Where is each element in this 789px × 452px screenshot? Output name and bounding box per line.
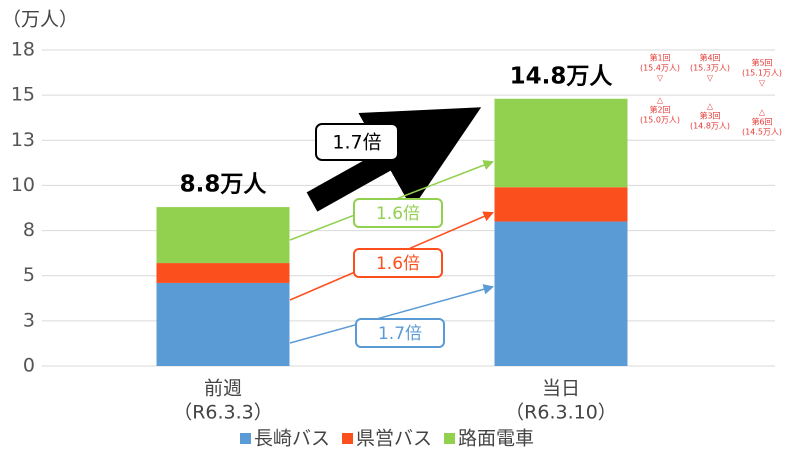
legend-swatch [444, 433, 456, 444]
note-text: (14.8万人) [690, 122, 730, 131]
note-text: 第4回 [699, 53, 720, 63]
note-text: 第5回 [751, 58, 772, 68]
note-text: (14.5万人) [742, 128, 782, 137]
legend-label: 路面電車 [458, 428, 534, 450]
y-axis-label: （万人） [2, 9, 78, 31]
ratio-label: 1.6倍 [376, 204, 420, 224]
total-label: 14.8万人 [510, 63, 614, 89]
note-text: (15.4万人) [640, 64, 680, 73]
y-tick-label: 18 [11, 39, 35, 61]
x-tick-label: 当日 [542, 378, 580, 400]
ratio-arrow [289, 284, 495, 344]
x-tick-label: （R6.3.3） [173, 402, 273, 424]
y-tick-label: 3 [23, 309, 35, 331]
y-tick-label: 5 [23, 264, 35, 286]
x-tick-label: （R6.3.10） [505, 402, 617, 424]
ratio-box [353, 198, 443, 228]
x-tick-label: 前週 [204, 378, 242, 400]
note-text: ▽ [657, 74, 664, 83]
note-text: △ [707, 102, 714, 111]
legend-swatch [342, 433, 354, 444]
bar-segment [156, 207, 290, 264]
y-tick-label: 0 [23, 355, 35, 377]
note-text: △ [759, 108, 766, 117]
bar-segment [156, 263, 290, 283]
ratio-total: 1.7倍 [332, 132, 381, 154]
bar-segment [494, 187, 628, 222]
legend-label: 長崎バス [254, 428, 330, 450]
bar-segment [494, 98, 628, 188]
ratio-box [315, 123, 399, 161]
note-text: ▽ [707, 74, 714, 83]
y-tick-label: 15 [11, 84, 35, 106]
note-text: 第6回 [751, 117, 772, 127]
legend-swatch [240, 433, 251, 444]
note-text: △ [657, 96, 664, 105]
ratio-box [355, 318, 445, 348]
note-text: 第3回 [699, 111, 720, 121]
legend-label: 県営バス [356, 428, 432, 450]
bar-segment [494, 221, 628, 366]
total-label: 8.8万人 [180, 172, 268, 198]
note-text: (15.1万人) [742, 69, 782, 78]
note-text: (15.3万人) [690, 64, 730, 73]
y-tick-label: 10 [11, 174, 35, 196]
y-tick-label: 13 [11, 129, 35, 151]
note-text: ▽ [759, 79, 766, 88]
y-tick-label: 8 [23, 219, 35, 241]
note-text: (15.0万人) [640, 116, 680, 125]
ratio-label: 1.7倍 [378, 324, 422, 344]
note-text: 第1回 [649, 53, 670, 63]
ratio-box [353, 248, 443, 278]
ratio-label: 1.6倍 [376, 254, 420, 274]
bar-segment [156, 282, 290, 366]
note-text: 第2回 [649, 105, 670, 115]
